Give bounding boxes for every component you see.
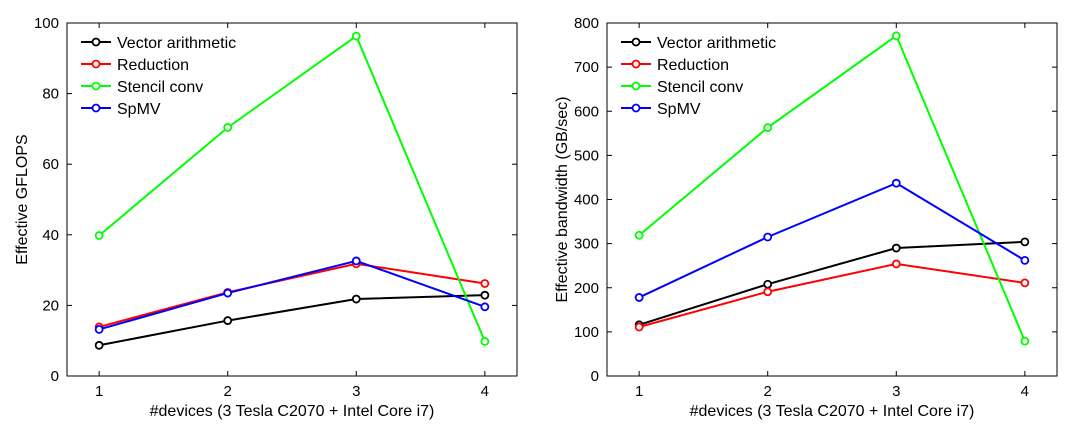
legend-label: Stencil conv (117, 79, 203, 96)
legend-label: Reduction (657, 57, 729, 74)
series-line (98, 262, 486, 328)
y-tick-label: 40 (42, 227, 59, 244)
y-tick-label: 20 (42, 297, 59, 314)
data-point (351, 294, 361, 304)
series-stencil-conv (634, 31, 1030, 346)
y-tick-label: 800 (574, 15, 599, 32)
legend-marker (631, 103, 641, 113)
y-tick-label: 400 (574, 192, 599, 209)
x-tick-label: 4 (1021, 383, 1029, 400)
x-tick-label: 4 (481, 383, 489, 400)
data-point (94, 340, 104, 350)
data-point (351, 256, 361, 266)
y-tick-label: 300 (574, 236, 599, 253)
data-point (351, 31, 361, 41)
legend-marker (631, 81, 641, 91)
y-tick-label: 80 (42, 86, 59, 103)
series-reduction (94, 259, 490, 332)
data-point (634, 322, 644, 332)
y-tick-label: 700 (574, 59, 599, 76)
data-point (480, 337, 490, 346)
legend: Vector arithmetic Reduction Stencil conv Sp… (621, 35, 776, 118)
data-point (763, 279, 773, 289)
y-tick-label: 100 (574, 324, 599, 341)
series-vector-arithmetic (94, 290, 490, 350)
y-tick-label: 0 (51, 368, 59, 385)
legend-label: SpMV (117, 101, 161, 118)
plot-frame (606, 22, 1058, 377)
series-line (638, 182, 1026, 299)
data-point (223, 316, 233, 325)
series-line (98, 259, 486, 331)
series-line (638, 34, 1026, 342)
legend-marker (91, 81, 101, 91)
legend-marker (91, 59, 101, 69)
y-tick-label: 600 (574, 103, 599, 120)
legend-label: Vector arithmetic (117, 35, 236, 52)
legend-label: Reduction (117, 57, 189, 74)
data-point (634, 230, 644, 240)
data-point (634, 293, 644, 302)
series-line (638, 240, 1025, 326)
y-tick-label: 200 (574, 280, 599, 297)
data-point (763, 232, 773, 242)
data-point (94, 325, 104, 334)
legend-marker (91, 103, 101, 113)
x-tick-label: 3 (352, 383, 360, 400)
data-point (891, 178, 901, 188)
data-point (1020, 336, 1030, 346)
series-line (638, 262, 1026, 328)
data-point (1020, 237, 1030, 247)
data-point (763, 123, 773, 132)
data-point (891, 243, 901, 253)
data-point (891, 259, 901, 269)
plot-frame (66, 22, 518, 377)
legend: Vector arithmetic Reduction Stencil conv Sp… (81, 35, 236, 118)
x-axis-label: #devices (3 Tesla C2070 + Intel Core i7) (150, 403, 435, 420)
series-spmv (94, 256, 490, 334)
chart-2: 1 2 3 4 0 100 200 300 400 500 600 700 800 #devices (3… (554, 15, 1058, 420)
data-point (1020, 255, 1030, 265)
legend-marker (631, 37, 641, 47)
y-tick-label: 500 (574, 147, 599, 164)
data-point (480, 302, 490, 312)
x-tick-label: 2 (224, 383, 232, 400)
series-reduction (634, 259, 1030, 332)
legend-marker (631, 59, 641, 69)
legend-label: Vector arithmetic (657, 35, 776, 52)
data-point (480, 279, 490, 288)
data-point (223, 288, 233, 298)
x-tick-label: 1 (635, 383, 643, 400)
legend-marker (91, 37, 101, 47)
series-line (98, 294, 485, 347)
series-spmv (634, 178, 1030, 302)
y-axis-label: Effective bandwidth (GB/sec) (554, 96, 571, 302)
y-tick-label: 60 (42, 156, 59, 173)
data-point (223, 123, 233, 132)
data-point (891, 31, 901, 41)
series-stencil-conv (94, 31, 490, 346)
x-tick-label: 3 (892, 383, 900, 400)
data-point (763, 287, 773, 297)
y-tick-label: 0 (591, 368, 599, 385)
series-line (98, 34, 486, 342)
x-tick-label: 1 (95, 383, 103, 400)
x-axis-label: #devices (3 Tesla C2070 + Intel Core i7) (690, 403, 975, 420)
x-tick-label: 2 (764, 383, 772, 400)
data-point (480, 290, 490, 300)
y-axis-label: Effective GFLOPS (14, 134, 31, 264)
y-tick-label: 100 (34, 15, 59, 32)
legend-label: SpMV (657, 101, 701, 118)
data-point (1020, 278, 1030, 288)
legend-label: Stencil conv (657, 79, 743, 96)
series-vector-arithmetic (634, 237, 1030, 330)
data-point (94, 231, 104, 240)
